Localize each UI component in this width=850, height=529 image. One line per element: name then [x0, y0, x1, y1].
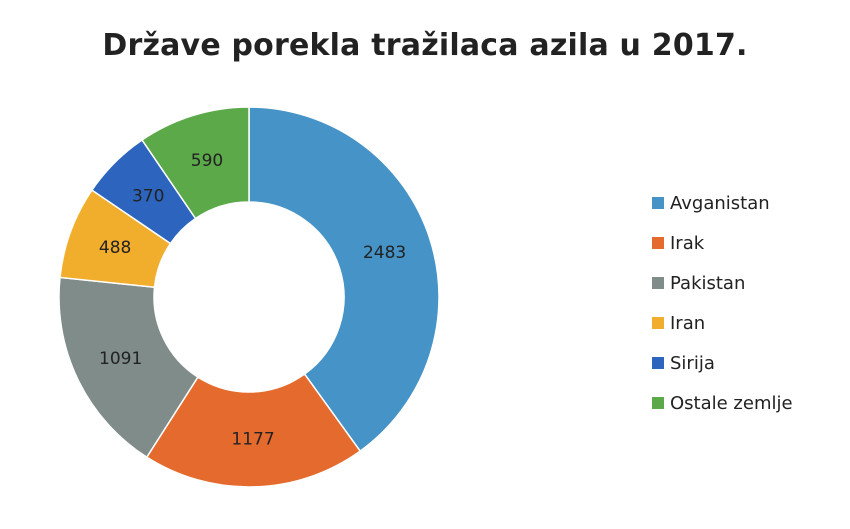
legend-swatch	[652, 357, 664, 369]
legend-swatch	[652, 197, 664, 209]
data-label-pakistan: 1091	[99, 349, 142, 369]
legend-swatch	[652, 277, 664, 289]
legend-swatch	[652, 237, 664, 249]
legend-swatch	[652, 397, 664, 409]
legend-label: Ostale zemlje	[670, 392, 793, 414]
legend-item-pakistan: Pakistan	[652, 263, 842, 303]
slice-pakistan	[58, 276, 199, 459]
legend-item-avganistan: Avganistan	[652, 183, 842, 223]
donut-chart: 2483 1177 1091 488 370 590	[58, 106, 440, 488]
legend-item-irak: Irak	[652, 223, 842, 263]
chart-title: Države porekla tražilaca azila u 2017.	[102, 28, 748, 63]
legend-label: Irak	[670, 232, 705, 254]
legend-label: Iran	[670, 312, 706, 334]
slice-irak	[145, 373, 362, 488]
legend-swatch	[652, 317, 664, 329]
data-label-ostale-zemlje: 590	[191, 151, 223, 171]
data-label-irak: 1177	[231, 429, 274, 449]
data-label-sirija: 370	[132, 186, 164, 206]
legend-item-ostale-zemlje: Ostale zemlje	[652, 383, 842, 423]
legend-item-sirija: Sirija	[652, 343, 842, 383]
slice-ostale-zemlje	[140, 106, 250, 220]
data-label-avganistan: 2483	[363, 243, 406, 263]
legend-item-iran: Iran	[652, 303, 842, 343]
legend-label: Avganistan	[670, 192, 770, 214]
legend-label: Sirija	[670, 352, 715, 374]
data-label-iran: 488	[99, 238, 131, 258]
legend-label: Pakistan	[670, 272, 746, 294]
chart-legend: Avganistan Irak Pakistan Iran Sirija Ostale z…	[652, 183, 842, 423]
slice-avganistan	[248, 106, 440, 453]
